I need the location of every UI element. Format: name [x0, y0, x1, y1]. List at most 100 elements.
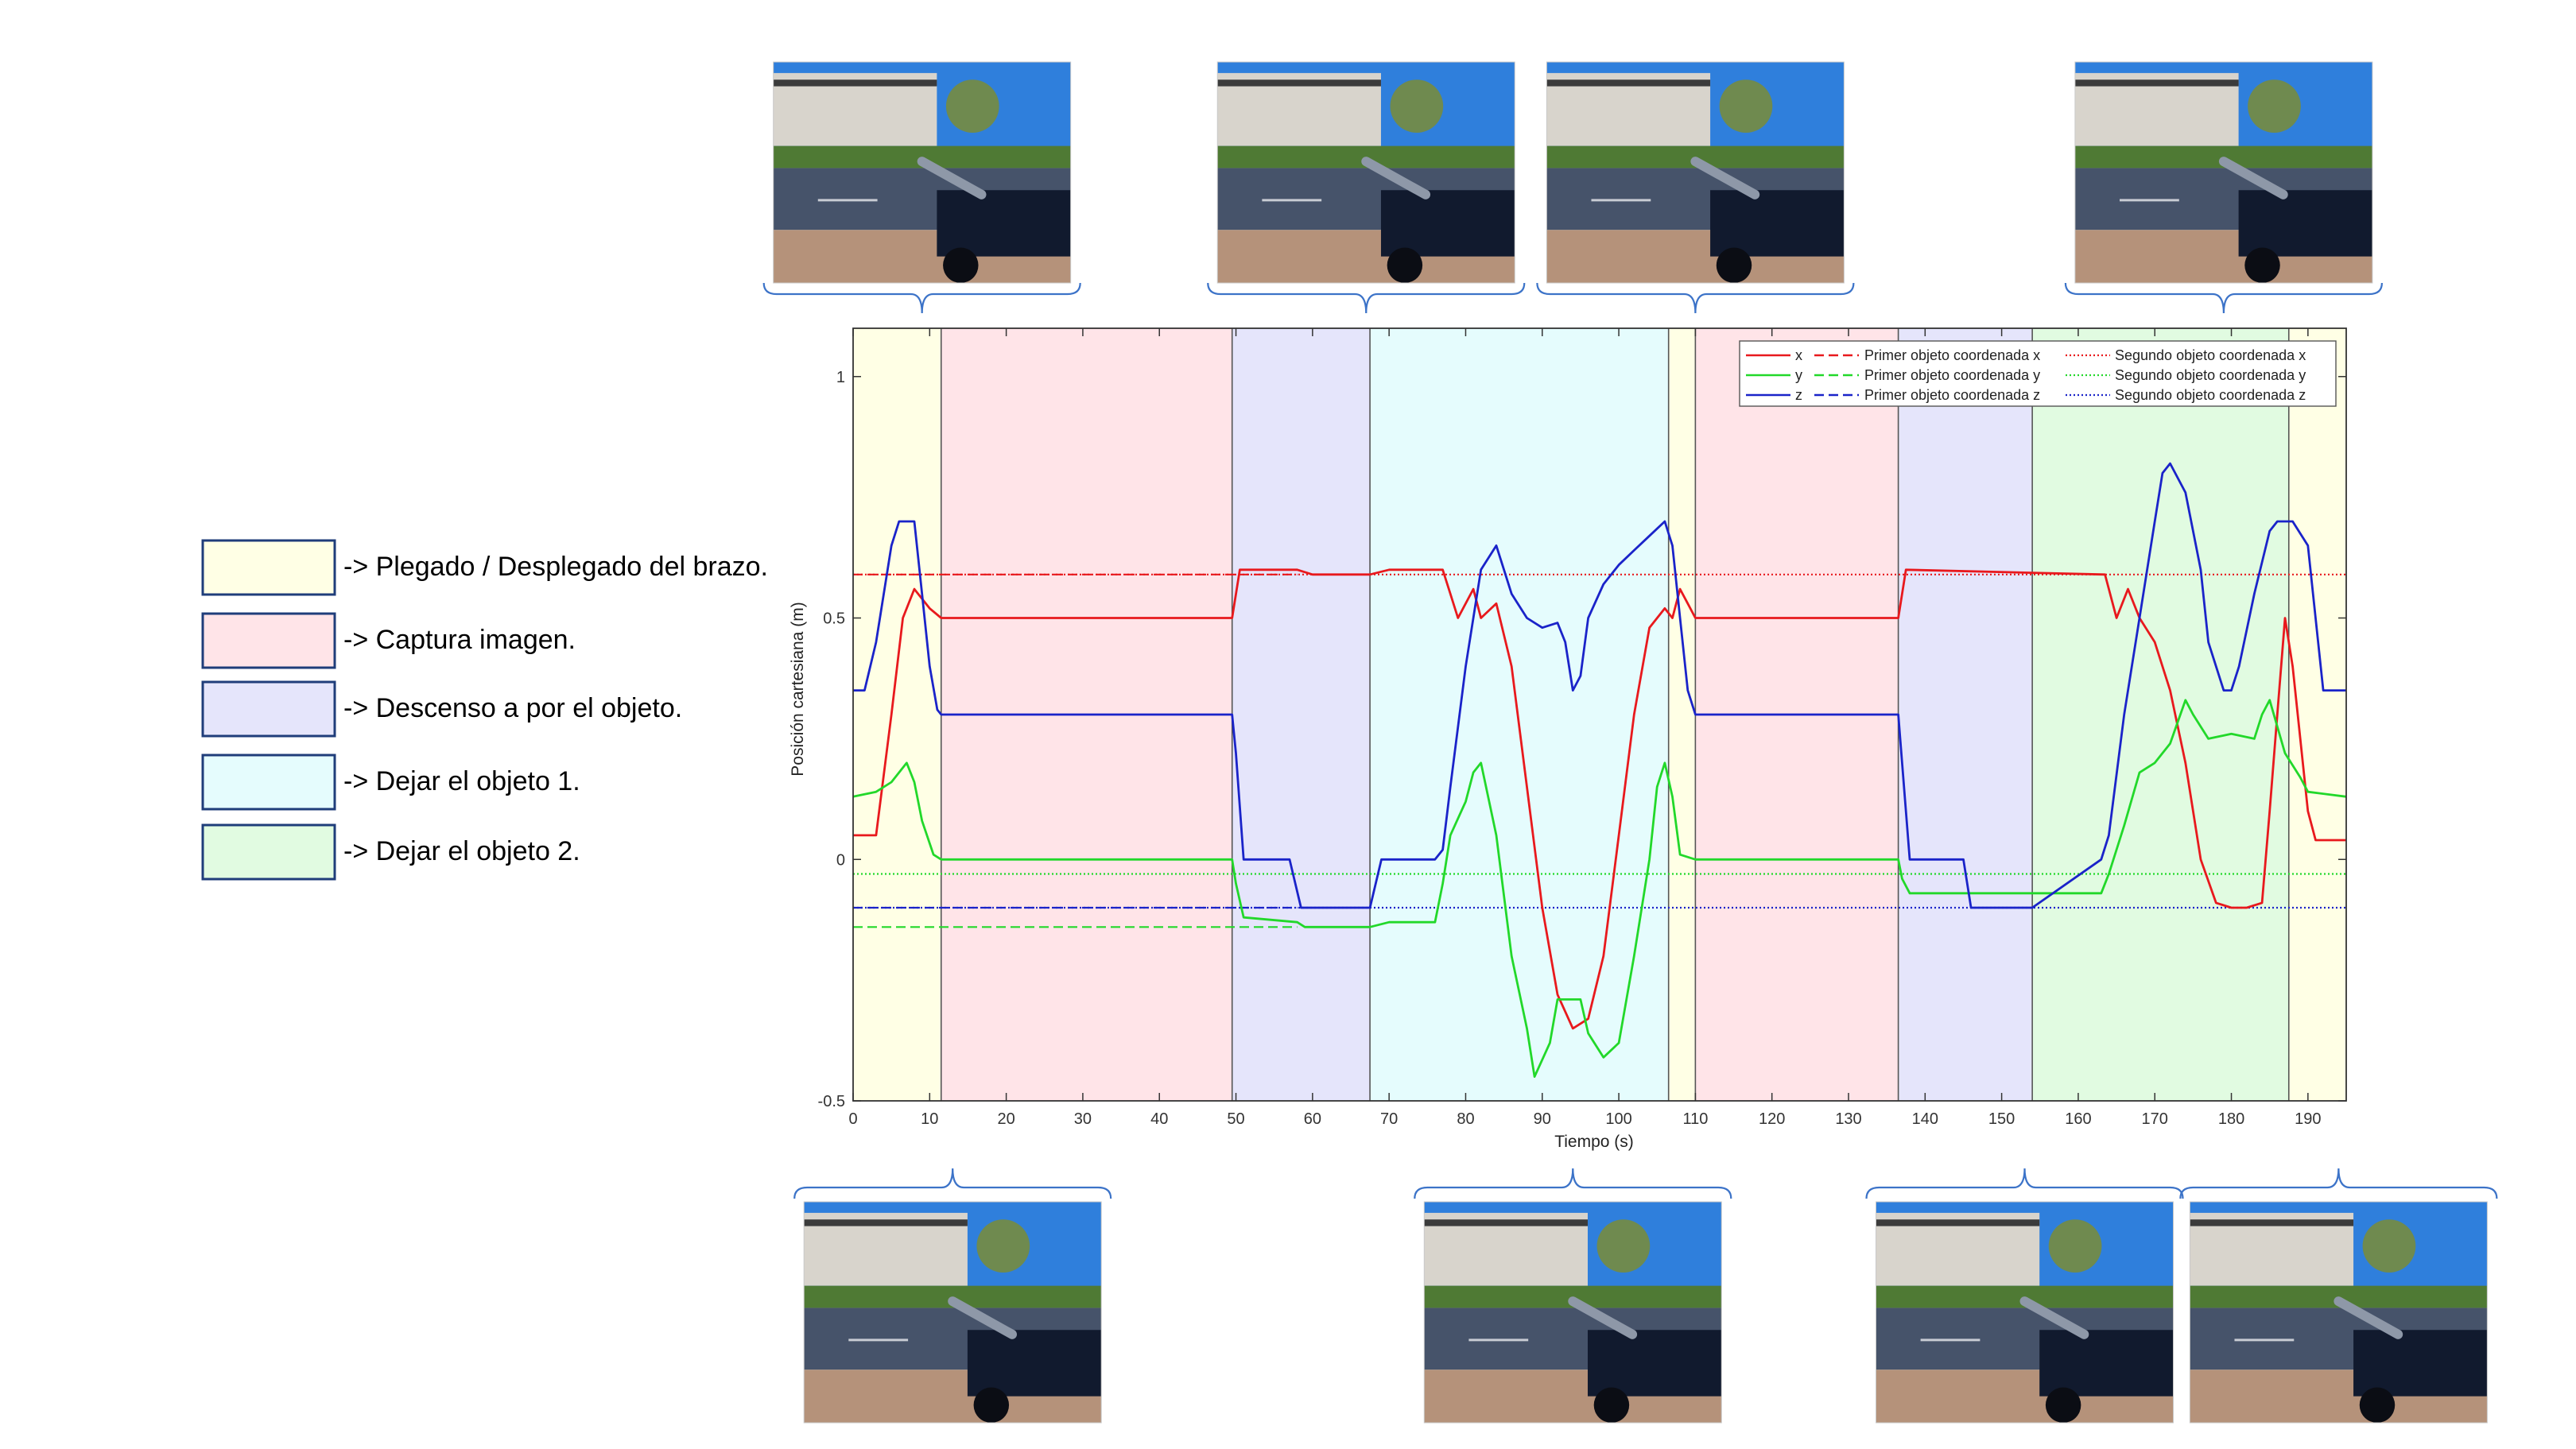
photo-frame: [803, 1201, 1102, 1424]
photo-robot-base: [1380, 190, 1515, 257]
photo-wheel: [1593, 1387, 1630, 1423]
photo-building-band: [1217, 79, 1381, 87]
phase-label-captura: -> Captura imagen.: [343, 625, 576, 655]
photo-robot-arm: [948, 1296, 1017, 1339]
photo-bottom-1: [803, 1201, 1102, 1424]
axes: 0 10 20 30 40 50 60 70 80 90 100 110 120 130 140 150 160…: [818, 327, 2347, 1128]
phase-swatch-dejar-1: [201, 754, 336, 811]
photo-building-band: [1424, 1219, 1588, 1226]
brace-top-2: [1207, 282, 1526, 314]
x-tick-label: 130: [1835, 1110, 1861, 1128]
y-tick-label: 0.5: [823, 610, 845, 628]
photo-frame: [1216, 61, 1515, 284]
series-line-y: [852, 699, 2347, 1078]
x-tick-label: 40: [1150, 1110, 1168, 1128]
photo-road-marking: [1262, 199, 1322, 202]
photo-road-marking: [817, 199, 878, 202]
series-lines: [852, 462, 2347, 1078]
photo-tree: [1390, 79, 1444, 133]
x-tick-label: 60: [1304, 1110, 1321, 1128]
y-tick-label: -0.5: [818, 1093, 845, 1110]
legend-label-z: z: [1795, 387, 1802, 403]
photo-wheel: [2359, 1387, 2396, 1423]
photo-tree: [2048, 1219, 2102, 1273]
photo-top-2: [1216, 61, 1515, 284]
x-tick-label: 50: [1227, 1110, 1244, 1128]
series-line-x: [853, 568, 2346, 1030]
photo-building-band: [1546, 79, 1711, 87]
series-line-z: [853, 462, 2346, 909]
photo-frame: [2189, 1201, 2488, 1424]
legend-label-ref: Segundo objeto coordenada y: [2115, 367, 2306, 383]
x-tick-label: 120: [1759, 1110, 1785, 1128]
x-tick-label: 150: [1988, 1110, 2015, 1128]
y-axis-label: Posición cartesiana (m): [789, 602, 807, 776]
brace-bottom-1: [793, 1168, 1112, 1199]
phase-band: [853, 328, 941, 1101]
photo-wheel: [1716, 247, 1752, 284]
phase-label-dejar-2: -> Dejar el objeto 2.: [343, 836, 580, 866]
photo-building-band: [804, 1219, 968, 1226]
photo-building-band: [773, 79, 937, 87]
photo-frame: [773, 61, 1072, 284]
photo-robot-base: [967, 1330, 1102, 1397]
phase-legend: -> Plegado / Desplegado del brazo. -> Ca…: [201, 539, 768, 881]
photo-wheel: [973, 1387, 1010, 1423]
phase-legend-item: -> Plegado / Desplegado del brazo.: [201, 539, 768, 596]
y-tick-label: 0: [836, 851, 845, 869]
photo-robot-base: [2238, 190, 2372, 257]
phase-legend-item: -> Dejar el objeto 1.: [201, 754, 580, 811]
x-axis-label: Tiempo (s): [1554, 1133, 1634, 1151]
phase-legend-item: -> Descenso a por el objeto.: [201, 680, 682, 738]
x-tick-label: 160: [2065, 1110, 2091, 1128]
x-tick-label: 100: [1605, 1110, 1631, 1128]
photo-tree: [2248, 79, 2301, 133]
photo-robot-arm: [2218, 157, 2288, 200]
brace-top-4: [2064, 282, 2384, 314]
x-tick-label: 30: [1074, 1110, 1092, 1128]
legend-label-y: y: [1795, 367, 1802, 383]
phase-band: [1668, 328, 1696, 1101]
photo-wheel: [943, 247, 979, 284]
x-tick-label: 110: [1682, 1110, 1708, 1128]
photo-robot-arm: [1361, 157, 1431, 200]
photo-wheel: [2045, 1387, 2081, 1423]
plot-frame: [852, 327, 2347, 1102]
photo-robot-base: [2039, 1330, 2174, 1397]
phase-legend-item: -> Captura imagen.: [201, 612, 576, 669]
x-tick-label: 20: [997, 1110, 1014, 1128]
phase-label-dejar-1: -> Dejar el objeto 1.: [343, 766, 580, 796]
x-tick-label: 10: [921, 1110, 938, 1128]
legend-label-x: x: [1795, 347, 1802, 363]
x-tick-label: 170: [2142, 1110, 2168, 1128]
brace-bottom-3: [1865, 1168, 2184, 1199]
photo-road-marking: [2120, 199, 2179, 202]
brace-top-3: [1536, 282, 1855, 314]
phase-swatch-dejar-2: [201, 823, 336, 881]
phase-swatch-plegado: [201, 539, 336, 596]
photo-building-band: [1876, 1219, 2040, 1226]
phase-label-plegado: -> Plegado / Desplegado del brazo.: [343, 552, 768, 582]
photo-top-3: [1546, 61, 1845, 284]
photo-wheel: [2244, 247, 2280, 284]
x-tick-label: 180: [2218, 1110, 2244, 1128]
photo-top-4: [2074, 61, 2373, 284]
photo-frame: [2074, 61, 2373, 284]
photo-robot-arm: [1568, 1296, 1638, 1339]
plot-legend: x Primer objeto coordenada x Segundo objet…: [1739, 340, 2337, 407]
photo-tree: [2362, 1219, 2416, 1273]
phase-band: [1232, 328, 1371, 1101]
legend-label-ref: Primer objeto coordenada y: [1864, 367, 2040, 383]
phase-swatch-captura: [201, 612, 336, 669]
photo-wheel: [1387, 247, 1423, 284]
photo-building-band: [2074, 79, 2239, 87]
photo-tree: [1719, 79, 1773, 133]
photo-road-marking: [1468, 1339, 1529, 1342]
photo-road-marking: [848, 1339, 909, 1342]
photo-frame: [1546, 61, 1845, 284]
photo-tree: [945, 79, 999, 133]
x-tick-label: 140: [1912, 1110, 1938, 1128]
legend-label-ref: Primer objeto coordenada x: [1864, 347, 2040, 363]
photo-strip: [762, 61, 2498, 1424]
